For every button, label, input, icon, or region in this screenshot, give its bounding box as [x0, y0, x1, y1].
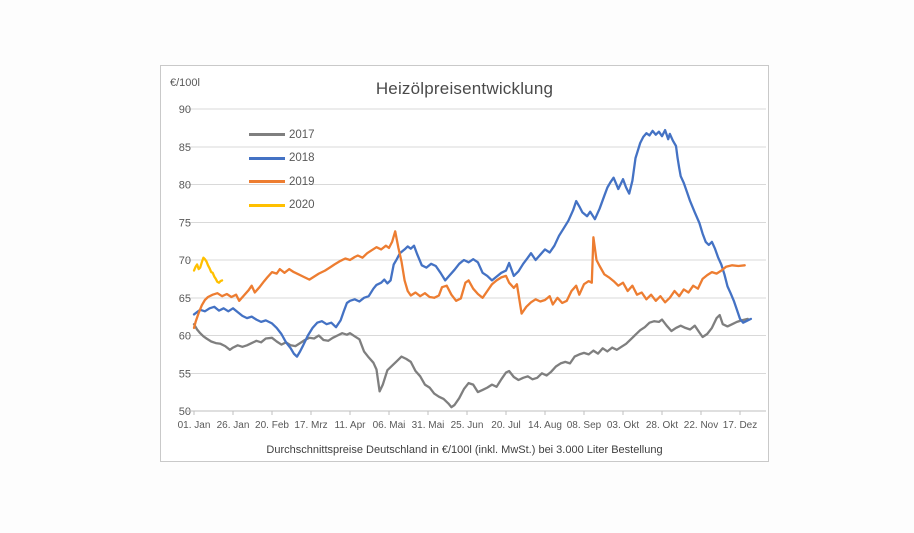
x-tick-label: 17. Mrz: [294, 420, 327, 431]
x-tick-label: 22. Nov: [684, 420, 718, 431]
x-tick-label: 17. Dez: [723, 420, 757, 431]
legend-line-swatch: [249, 156, 285, 160]
y-tick-label: 75: [179, 217, 191, 229]
series-line-2020: [192, 256, 224, 284]
legend-label: 2017: [289, 128, 315, 141]
x-tick-label: 11. Apr: [335, 420, 367, 431]
legend-item-2020: 2020: [249, 194, 315, 218]
legend-line-swatch: [249, 203, 285, 207]
x-tick-label: 01. Jan: [178, 420, 211, 431]
y-tick-label: 50: [179, 406, 191, 418]
legend-item-2019: 2019: [249, 170, 315, 194]
y-tick-label: 80: [179, 180, 191, 192]
legend-item-2017: 2017: [249, 123, 315, 147]
x-tick-label: 14. Aug: [528, 420, 562, 431]
chart-title: Heizölpreisentwicklung: [375, 79, 554, 98]
y-tick-label: 60: [179, 331, 191, 343]
legend-label: 2018: [289, 152, 315, 165]
x-tick-label: 20. Feb: [255, 420, 289, 431]
x-tick-label: 08. Sep: [567, 420, 602, 431]
series-line-2018: [192, 128, 753, 358]
y-axis-unit-label: €/100l: [170, 77, 200, 89]
y-tick-label: 70: [179, 255, 191, 267]
x-tick-label: 26. Jan: [217, 420, 250, 431]
x-tick-label: 03. Okt: [607, 420, 639, 431]
legend: 2017 2018 2019 2020: [249, 123, 315, 217]
legend-label: 2020: [289, 199, 315, 212]
x-tick-label: 06. Mai: [373, 420, 406, 431]
series-line-2019: [192, 230, 746, 330]
y-tick-label: 85: [179, 142, 191, 154]
series-line-2017: [192, 313, 749, 409]
legend-item-2018: 2018: [249, 147, 315, 171]
x-tick-label: 20. Jul: [491, 420, 520, 431]
legend-line-swatch: [249, 180, 285, 184]
chart-caption: Durchschnittspreise Deutschland in €/100…: [266, 444, 663, 456]
legend-label: 2019: [289, 175, 315, 188]
legend-line-swatch: [249, 133, 285, 137]
y-tick-label: 90: [179, 104, 191, 116]
x-tick-label: 25. Jun: [451, 420, 484, 431]
chart-panel: 50 55 60 65 70 75 80 85 90 01. Jan 26. Jan 20. Feb 1…: [160, 65, 769, 462]
plot-area: 50 55 60 65 70 75 80 85 90 01. Jan 26. Jan 20. Feb 1…: [178, 104, 766, 431]
x-tick-label: 28. Okt: [646, 420, 678, 431]
x-tick-label: 31. Mai: [412, 420, 445, 431]
y-tick-label: 55: [179, 368, 191, 380]
y-tick-label: 65: [179, 293, 191, 305]
